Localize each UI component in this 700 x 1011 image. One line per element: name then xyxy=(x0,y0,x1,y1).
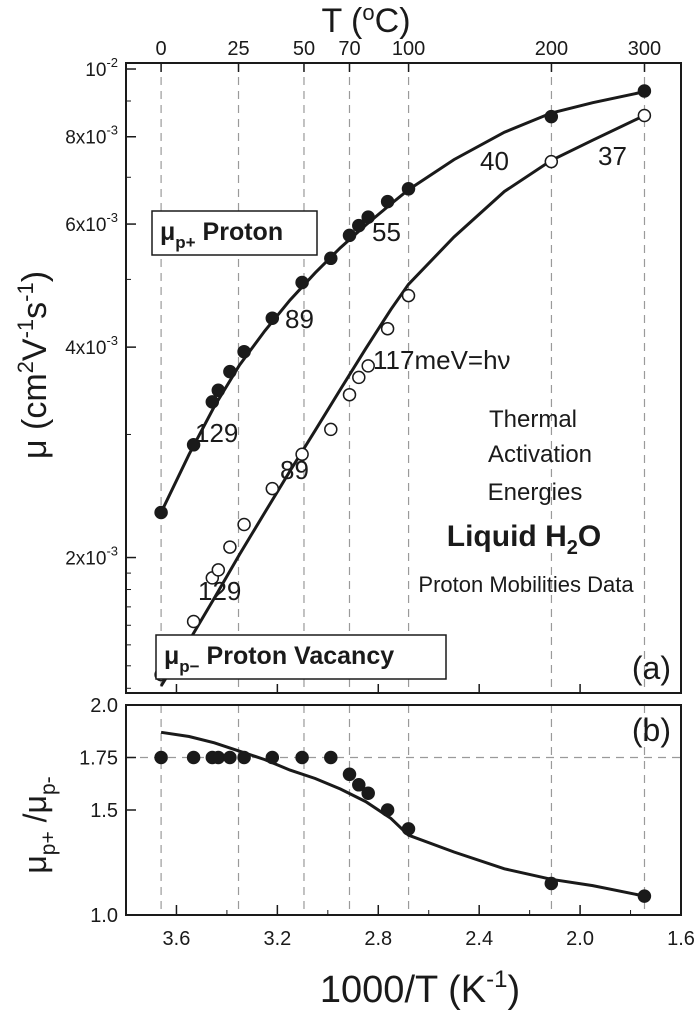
x-tick-label: 2.8 xyxy=(364,928,392,950)
svg-text:μp+ Proton: μp+ Proton xyxy=(160,218,283,252)
x-tick-label: 2.4 xyxy=(465,928,493,950)
y-tick-label-a: 8x10-3 xyxy=(65,123,118,149)
data-point-proton-vacancy xyxy=(223,540,237,554)
annotation-89-upper: 89 xyxy=(285,304,314,334)
data-point-proton xyxy=(637,84,652,98)
data-point-ratio xyxy=(265,750,280,765)
top-tick-label: 50 xyxy=(293,38,315,60)
data-point-proton-vacancy xyxy=(637,108,652,123)
data-point-proton xyxy=(205,395,220,409)
data-point-proton xyxy=(380,194,395,209)
data-point-ratio xyxy=(211,750,226,765)
data-point-proton xyxy=(295,275,309,290)
data-point-ratio xyxy=(186,750,201,765)
data-point-ratio xyxy=(324,750,338,765)
data-point-proton xyxy=(237,344,251,359)
annotation-40: 40 xyxy=(480,146,509,176)
data-point-proton xyxy=(265,311,280,325)
x-axis-title: 1000/T (K-1) xyxy=(320,966,520,1011)
data-point-ratio xyxy=(237,750,251,765)
y-tick-label-a: 2x10-3 xyxy=(65,544,118,570)
text-activation: Activation xyxy=(488,441,592,468)
svg-text:μp− Proton Vacancy: μp− Proton Vacancy xyxy=(164,642,394,676)
data-point-proton xyxy=(211,383,226,398)
data-point-proton-vacancy xyxy=(324,422,338,437)
panel-b-axes: 1.0 1.5 1.75 2.0 3.6 3.2 2.8 2.4 2.0 1.6 (b) xyxy=(79,695,695,950)
text-thermal: Thermal xyxy=(489,406,577,433)
top-tick-label: 0 xyxy=(156,38,167,60)
data-point-ratio xyxy=(361,786,375,800)
fit-curve-ratio xyxy=(160,730,645,898)
data-point-proton xyxy=(324,251,338,266)
y-axis-title-b: μp+ /μp- xyxy=(17,776,60,873)
fit-curve-proton-vacancy xyxy=(159,114,646,687)
data-point-proton xyxy=(352,218,366,233)
annotation-129-upper: 129 xyxy=(195,418,238,448)
data-point-ratio xyxy=(544,876,559,891)
data-point-proton-vacancy xyxy=(342,387,357,402)
y-tick-label-b: 1.0 xyxy=(90,905,118,927)
data-point-proton-vacancy xyxy=(265,481,280,496)
top-tick-label: 100 xyxy=(392,38,425,60)
data-point-proton xyxy=(342,228,357,243)
x-tick-label: 1.6 xyxy=(667,928,695,950)
data-point-ratio xyxy=(154,750,168,765)
data-point-proton xyxy=(223,364,237,379)
legend-proton: μp+ Proton xyxy=(151,210,318,256)
data-point-proton xyxy=(361,210,375,224)
top-tick-label: 300 xyxy=(628,38,661,60)
data-point-proton-vacancy xyxy=(295,447,309,462)
y-tick-label-a: 10-2 xyxy=(85,55,118,81)
data-point-ratio xyxy=(223,750,237,765)
panel-label-b: (b) xyxy=(632,712,671,748)
data-point-proton xyxy=(544,109,559,124)
text-liquid-h2o: Liquid H2O xyxy=(447,520,601,559)
data-point-proton-vacancy xyxy=(361,359,375,373)
data-point-proton-vacancy xyxy=(544,154,559,169)
data-point-proton-vacancy xyxy=(186,614,201,629)
annotation-89-lower: 89 xyxy=(280,455,309,485)
top-axis-title: T (oC) xyxy=(321,0,410,40)
data-point-ratio xyxy=(295,750,309,765)
text-proton-mobilities-data: Proton Mobilities Data xyxy=(418,572,634,597)
data-point-proton-vacancy xyxy=(237,517,251,532)
y-tick-label-b: 2.0 xyxy=(90,695,118,717)
data-point-proton-vacancy xyxy=(401,288,416,303)
annotation-37: 37 xyxy=(598,141,627,171)
top-tick-label: 70 xyxy=(338,38,360,60)
data-point-proton-vacancy xyxy=(380,321,395,336)
legend-proton-vacancy: μp− Proton Vacancy xyxy=(155,634,447,680)
data-point-proton-vacancy xyxy=(352,370,366,385)
panel-a-axes: 0 25 50 70 100 200 300 2x10-3 4x10-3 6x10-3 8x10-3… xyxy=(65,38,682,694)
data-point-ratio xyxy=(380,803,395,817)
x-tick-label: 3.2 xyxy=(263,928,291,950)
top-tick-label: 200 xyxy=(535,38,568,60)
panel-label-a: (a) xyxy=(632,650,671,686)
y-tick-label-b: 1.5 xyxy=(90,800,118,822)
annotation-117mev: 117meV=hν xyxy=(373,345,511,375)
y-tick-label-a: 4x10-3 xyxy=(65,333,118,359)
x-tick-label: 2.0 xyxy=(566,928,594,950)
data-point-proton-vacancy xyxy=(211,563,226,577)
text-energies: Energies xyxy=(488,479,583,506)
data-point-proton xyxy=(154,505,168,520)
y-tick-label-b: 1.75 xyxy=(79,748,118,770)
data-point-ratio xyxy=(637,889,652,903)
y-tick-label-a: 6x10-3 xyxy=(65,210,118,236)
data-point-ratio xyxy=(352,778,366,792)
top-tick-label: 25 xyxy=(227,38,249,60)
data-point-ratio xyxy=(401,822,416,836)
y-axis-title-a: μ (cm2V-1s-1) xyxy=(13,271,54,459)
annotation-129-lower: 129 xyxy=(198,576,241,606)
annotation-55: 55 xyxy=(372,217,401,247)
plot-frame-a xyxy=(125,62,682,694)
data-point-proton xyxy=(186,438,201,452)
data-point-ratio xyxy=(342,767,357,782)
x-tick-label: 3.6 xyxy=(163,928,191,950)
plot-frame-b xyxy=(125,704,682,916)
data-point-proton xyxy=(401,182,416,196)
